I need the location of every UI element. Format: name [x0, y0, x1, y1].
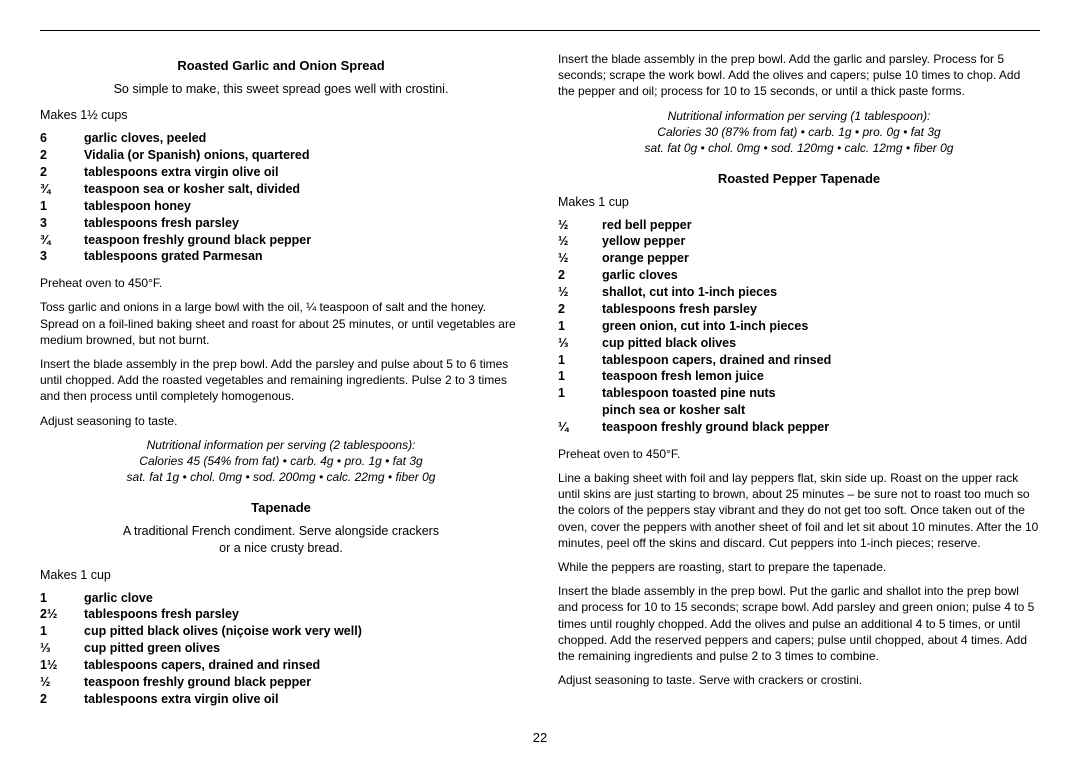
- ingredient-row: 1tablespoon toasted pine nuts: [558, 385, 1040, 402]
- ingredient-row: ¾teaspoon sea or kosher salt, divided: [40, 181, 522, 198]
- recipe3-step: Preheat oven to 450°F.: [558, 446, 1040, 462]
- recipe3-makes: Makes 1 cup: [558, 194, 1040, 211]
- ingredient-row: 1green onion, cut into 1-inch pieces: [558, 318, 1040, 335]
- ingredient-row: ¾teaspoon freshly ground black pepper: [40, 232, 522, 249]
- ingredient-row: ½teaspoon freshly ground black pepper: [40, 674, 522, 691]
- ingredient-row: 1teaspoon fresh lemon juice: [558, 368, 1040, 385]
- ingredient-row: 2tablespoons extra virgin olive oil: [40, 164, 522, 181]
- page-number: 22: [0, 730, 1080, 745]
- ingredient-row: 1½tablespoons capers, drained and rinsed: [40, 657, 522, 674]
- recipe3-step: Insert the blade assembly in the prep bo…: [558, 583, 1040, 664]
- nutri-line: Calories 45 (54% from fat) • carb. 4g • …: [40, 453, 522, 469]
- ingredient-row: pinch sea or kosher salt: [558, 402, 1040, 419]
- nutri-line: sat. fat 0g • chol. 0mg • sod. 120mg • c…: [558, 140, 1040, 156]
- ingredient-row: 3tablespoons grated Parmesan: [40, 248, 522, 265]
- recipe1-title: Roasted Garlic and Onion Spread: [40, 57, 522, 75]
- recipe2-ingredients: 1garlic clove 2½tablespoons fresh parsle…: [40, 590, 522, 708]
- ingredient-row: 1garlic clove: [40, 590, 522, 607]
- nutri-line: Nutritional information per serving (2 t…: [40, 437, 522, 453]
- recipe3-ingredients: ½red bell pepper ½yellow pepper ½orange …: [558, 217, 1040, 436]
- ingredient-row: ½orange pepper: [558, 250, 1040, 267]
- recipe2-makes: Makes 1 cup: [40, 567, 522, 584]
- recipe3-step: Adjust seasoning to taste. Serve with cr…: [558, 672, 1040, 688]
- right-column: Insert the blade assembly in the prep bo…: [558, 51, 1040, 718]
- recipe3-step: Line a baking sheet with foil and lay pe…: [558, 470, 1040, 551]
- ingredient-row: 2½tablespoons fresh parsley: [40, 606, 522, 623]
- columns: Roasted Garlic and Onion Spread So simpl…: [40, 51, 1040, 718]
- intro-line: A traditional French condiment. Serve al…: [123, 524, 439, 538]
- recipe1-nutrition: Nutritional information per serving (2 t…: [40, 437, 522, 486]
- recipe1-step: Insert the blade assembly in the prep bo…: [40, 356, 522, 405]
- recipe2-title: Tapenade: [40, 499, 522, 517]
- recipe1-step: Adjust seasoning to taste.: [40, 413, 522, 429]
- ingredient-row: ½red bell pepper: [558, 217, 1040, 234]
- recipe2-nutrition: Nutritional information per serving (1 t…: [558, 108, 1040, 157]
- ingredient-row: 1tablespoon capers, drained and rinsed: [558, 352, 1040, 369]
- ingredient-row: ¼teaspoon freshly ground black pepper: [558, 419, 1040, 436]
- ingredient-row: 1cup pitted black olives (niçoise work v…: [40, 623, 522, 640]
- ingredient-row: 3tablespoons fresh parsley: [40, 215, 522, 232]
- recipe1-ingredients: 6garlic cloves, peeled 2Vidalia (or Span…: [40, 130, 522, 265]
- ingredient-row: ⅓cup pitted green olives: [40, 640, 522, 657]
- recipe1-step: Preheat oven to 450°F.: [40, 275, 522, 291]
- nutri-line: Nutritional information per serving (1 t…: [558, 108, 1040, 124]
- recipe3-title: Roasted Pepper Tapenade: [558, 170, 1040, 188]
- left-column: Roasted Garlic and Onion Spread So simpl…: [40, 51, 522, 718]
- recipe1-intro: So simple to make, this sweet spread goe…: [40, 81, 522, 98]
- ingredient-row: 2Vidalia (or Spanish) onions, quartered: [40, 147, 522, 164]
- ingredient-row: ½yellow pepper: [558, 233, 1040, 250]
- ingredient-row: 2tablespoons extra virgin olive oil: [40, 691, 522, 708]
- ingredient-row: ½shallot, cut into 1-inch pieces: [558, 284, 1040, 301]
- nutri-line: Calories 30 (87% from fat) • carb. 1g • …: [558, 124, 1040, 140]
- intro-line: or a nice crusty bread.: [219, 541, 343, 555]
- ingredient-row: 1tablespoon honey: [40, 198, 522, 215]
- recipe2-step: Insert the blade assembly in the prep bo…: [558, 51, 1040, 100]
- ingredient-row: 2tablespoons fresh parsley: [558, 301, 1040, 318]
- ingredient-row: 6garlic cloves, peeled: [40, 130, 522, 147]
- recipe2-intro: A traditional French condiment. Serve al…: [40, 523, 522, 557]
- recipe3-step: While the peppers are roasting, start to…: [558, 559, 1040, 575]
- top-rule: [40, 30, 1040, 31]
- recipe1-step: Toss garlic and onions in a large bowl w…: [40, 299, 522, 348]
- ingredient-row: ⅓cup pitted black olives: [558, 335, 1040, 352]
- recipe1-makes: Makes 1½ cups: [40, 107, 522, 124]
- ingredient-row: 2garlic cloves: [558, 267, 1040, 284]
- nutri-line: sat. fat 1g • chol. 0mg • sod. 200mg • c…: [40, 469, 522, 485]
